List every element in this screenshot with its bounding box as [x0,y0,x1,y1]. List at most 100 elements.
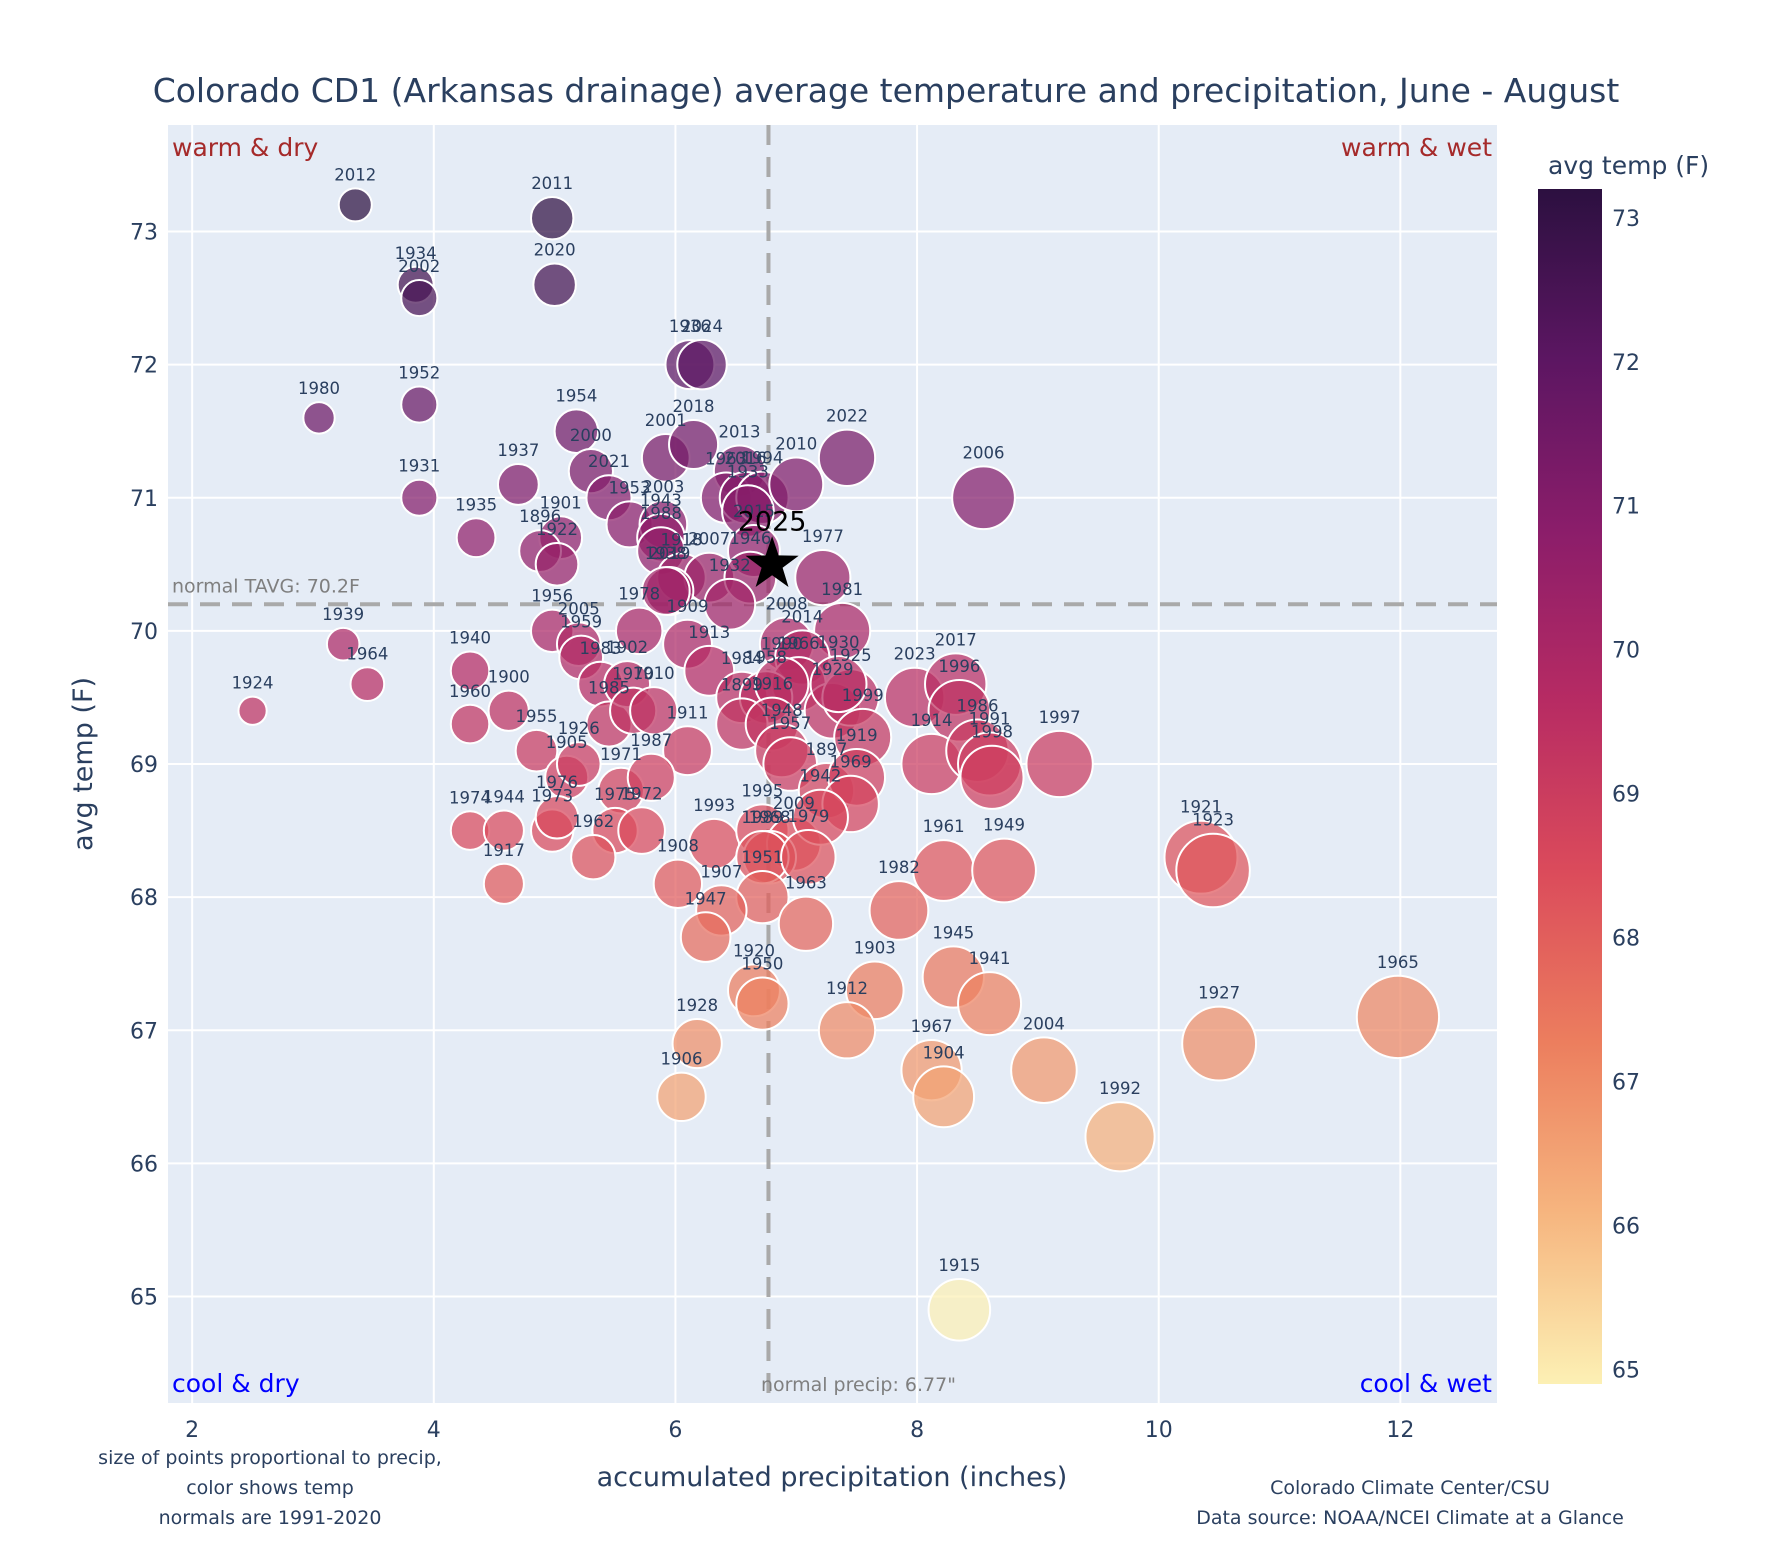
y-tick-label: 73 [130,221,158,246]
point-label: 2010 [775,434,817,453]
footnote-right: Colorado Climate Center/CSU Data source:… [1196,1477,1624,1529]
data-point [959,744,1025,810]
data-point [400,279,439,318]
point-label: 2020 [534,241,576,260]
point-label: 1996 [938,657,980,676]
data-point [1355,974,1441,1060]
point-label: 2014 [781,607,823,626]
point-label: 1999 [842,686,884,705]
data-point [656,1071,707,1123]
data-point [809,655,868,714]
point-label: 1932 [709,556,751,575]
colorbar-tick-label: 65 [1612,1359,1640,1384]
point-label: 1977 [802,527,844,546]
point-label: 1939 [322,605,364,624]
data-point [553,408,600,454]
colorbar-title: avg temp (F) [1548,151,1709,180]
data-point [555,741,602,787]
point-label: 1936 [669,317,711,336]
highlight-2025: 2025 [738,506,806,587]
point-label: 1928 [676,996,718,1015]
data-point [927,1278,992,1342]
point-label: 1963 [785,874,827,893]
point-label: 1965 [1377,953,1419,972]
point-label: 1900 [488,668,530,687]
point-label: 1942 [799,767,841,786]
data-point [868,880,930,941]
point-label: 1976 [536,773,578,792]
data-point [237,695,268,726]
data-point [1181,1005,1258,1082]
point-label: 1973 [531,786,573,805]
point-label: 1995 [741,781,783,800]
data-point [676,338,728,391]
point-label: 1937 [497,441,539,460]
colorbar-tick-label: 70 [1612,639,1640,664]
footnote-left: size of points proportional to precip, c… [98,1447,442,1529]
y-tick-label: 71 [130,487,158,512]
point-label: 1992 [1099,1079,1141,1098]
point-label: 1904 [923,1043,965,1062]
point-label: 1926 [558,719,600,738]
data-point [617,806,666,855]
data-point [449,650,491,692]
point-label: 1943 [640,491,682,510]
chart-title: Colorado CD1 (Arkansas drainage) average… [153,71,1620,110]
point-label: 1922 [536,520,578,539]
data-point [487,689,530,732]
point-label: 1923 [1192,811,1234,830]
colorbar-tick-label: 66 [1612,1215,1640,1240]
quadrant-label-warm-dry: warm & dry [172,133,318,162]
colorbar [1538,189,1602,1384]
data-point [449,703,491,745]
point-label: 1899 [721,675,763,694]
data-point [652,858,704,909]
point-label: 2001 [645,411,687,430]
normal-temp-label: normal TAVG: 70.2F [172,575,360,597]
data-point [668,418,720,471]
point-label: 2019 [648,544,690,563]
normal-precip-label: normal precip: 6.77" [761,1374,956,1396]
point-label: 1918 [660,530,702,549]
point-label: 1989 [741,808,783,827]
data-point [951,465,1016,531]
data-point [735,976,790,1031]
point-label: 1910 [633,664,675,683]
point-label: 1990 [761,635,803,654]
point-label: 1969 [830,753,872,772]
colorbar-tick-label: 73 [1612,207,1640,232]
data-point [400,478,439,517]
data-point [534,794,580,840]
point-label: 1945 [932,923,974,942]
data-point [777,895,835,952]
point-label: 1952 [398,364,440,383]
point-label: 1903 [854,939,896,958]
data-point [640,566,691,616]
data-point [780,828,837,886]
point-label: 1970 [612,665,654,684]
data-point [337,187,373,223]
point-label: 1981 [821,580,863,599]
point-label: 1998 [971,723,1013,742]
point-label: 2018 [673,397,715,416]
data-point [534,542,580,587]
point-label: 1966 [778,634,820,653]
point-label: 1963 [705,449,747,468]
x-tick-label: 6 [668,1418,682,1443]
y-tick-label: 65 [130,1286,158,1311]
point-label: 2004 [1023,1014,1065,1033]
x-tick-label: 12 [1386,1418,1414,1443]
point-label: 2017 [935,630,977,649]
point-label: 1967 [911,1017,953,1036]
y-tick-label: 69 [130,753,158,778]
data-point [455,517,497,559]
point-label: 1927 [1198,984,1240,1003]
data-point [1175,832,1251,909]
point-label: 1956 [531,587,573,606]
point-label: 1940 [449,629,491,648]
data-point [614,606,664,656]
point-label: 1924 [232,674,274,693]
point-label: 1917 [483,841,525,860]
